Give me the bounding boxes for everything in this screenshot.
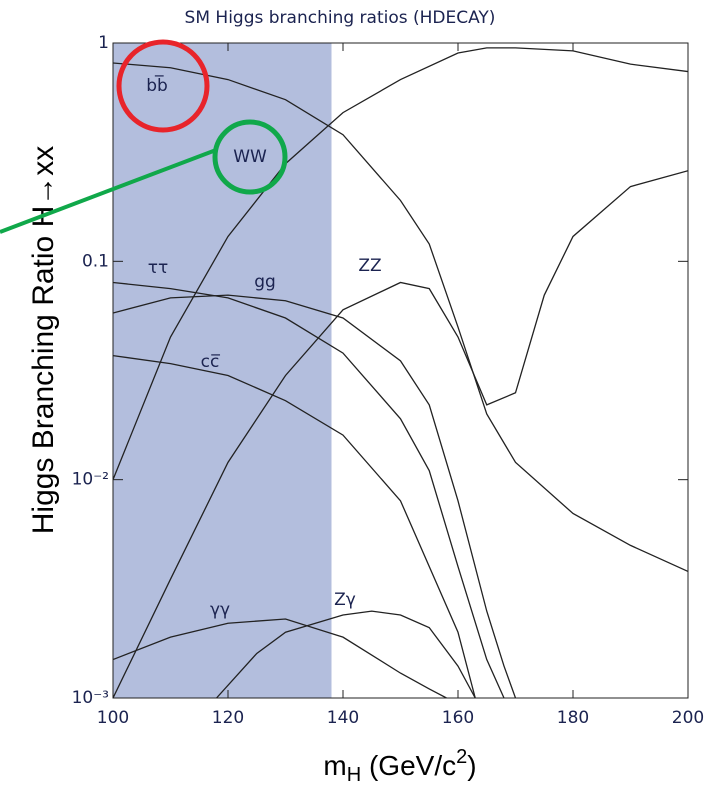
curves (113, 47, 688, 698)
curve (113, 618, 447, 698)
x-tick-label: 120 (212, 708, 244, 728)
x-label-sup: 2 (456, 746, 467, 768)
x-tick-label: 140 (327, 708, 359, 728)
x-tick-label: 200 (672, 708, 704, 728)
curve (113, 294, 517, 698)
y-axis-label: Higgs Branching Ratio H→xx (27, 146, 60, 535)
curve-label: bb̅ (146, 74, 168, 96)
x-label-part: (GeV/c (361, 750, 456, 781)
curve (113, 354, 476, 698)
x-label-sub: H (347, 764, 361, 786)
curve (113, 47, 688, 480)
x-tick-label: 180 (557, 708, 589, 728)
y-tick-label: 10⁻³ (72, 688, 109, 708)
x-axis-label: mH (GeV/c2) (323, 746, 476, 786)
shaded-region (113, 43, 332, 698)
y-tick-label: 0.1 (82, 251, 109, 271)
curve (113, 62, 688, 573)
y-tick-label: 1 (98, 33, 109, 53)
x-tick-label: 160 (442, 708, 474, 728)
x-label-part: ) (467, 750, 476, 781)
pointer-line (0, 148, 217, 234)
plot-frame (112, 42, 689, 699)
curve-label: WW (233, 147, 267, 167)
curve (113, 170, 688, 698)
curve-label: gg (254, 272, 276, 292)
curve-label: γγ (210, 600, 230, 620)
highlight-circle (116, 39, 210, 133)
curve-label: ττ (148, 258, 168, 278)
curve-label: cc̅ (201, 352, 221, 372)
curve-label: Zγ (334, 590, 356, 610)
x-tick-label: 100 (97, 708, 129, 728)
chart-title: SM Higgs branching ratios (HDECAY) (185, 8, 496, 28)
y-tick-label: 10⁻² (72, 470, 109, 490)
curve (216, 610, 476, 698)
plot-area: 100 120 140 160 180 200 1 0.1 10⁻² 10⁻³ bb̅ WW ττ gg c… (72, 33, 705, 728)
x-label-part: m (323, 750, 346, 781)
curve (113, 281, 505, 698)
curve-label: ZZ (358, 256, 381, 276)
highlight-circle (212, 119, 288, 195)
